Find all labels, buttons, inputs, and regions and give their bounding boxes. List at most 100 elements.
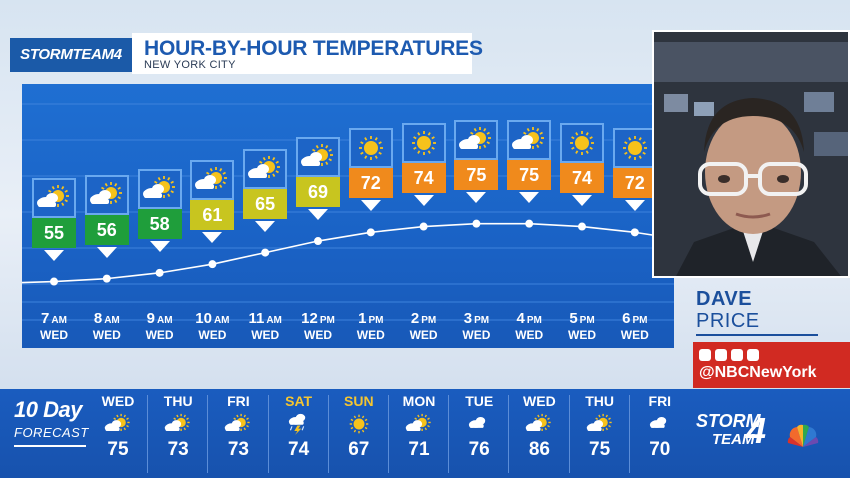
sunny-icon: [622, 136, 647, 161]
forecast-day-temp: 70: [649, 439, 671, 460]
facebook-icon: [747, 348, 759, 361]
forecast-day-temp: 74: [288, 439, 310, 460]
name-divider: [696, 334, 818, 336]
hour-temperature: 72: [348, 168, 393, 199]
temperature-point: [102, 274, 111, 283]
presenter-portrait: [654, 32, 848, 276]
forecast-day-separator: [448, 395, 450, 473]
temperature-point: [472, 219, 481, 228]
hour-temperature: 56: [84, 214, 129, 245]
partly-sunny-icon: [459, 126, 492, 149]
hour-day: WED: [304, 328, 332, 342]
hour-weather-box: [190, 160, 235, 201]
hour-weather-box: [401, 122, 446, 163]
brand-team-text: TEAM: [712, 431, 755, 448]
forecast-day-temp: 76: [468, 439, 490, 460]
hour-time: 5: [569, 310, 578, 327]
hour-ampm: PM: [579, 315, 595, 326]
partly-sunny-icon: [195, 167, 228, 190]
forecast-day-separator: [147, 395, 149, 473]
forecast-day-name: THU: [163, 393, 193, 409]
hour-pointer: [308, 209, 328, 221]
forecast-day-temp: 73: [167, 439, 189, 460]
hour-pointer: [255, 220, 276, 232]
partly-sunny-icon: [301, 144, 333, 167]
hour-temperature: 72: [612, 168, 657, 199]
sunny-icon: [570, 130, 594, 155]
hour-pointer: [96, 246, 117, 258]
partly-sunny-icon: [526, 413, 552, 431]
hour-time: 11: [248, 310, 265, 327]
forecast-day-separator: [267, 395, 269, 473]
hour-ampm: AM: [104, 315, 120, 326]
ten-day-label-underline: [14, 445, 86, 447]
hour-pointer: [624, 200, 645, 212]
hour-time: 6: [622, 310, 631, 327]
social-banner: @NBCNewYork: [693, 342, 850, 388]
cloudy-icon: [469, 417, 486, 428]
social-icons-row: [699, 346, 763, 361]
forecast-day-name: SAT: [285, 393, 313, 409]
hour-ampm: PM: [319, 315, 335, 326]
hour-time: 7: [41, 310, 50, 327]
forecast-day-temp: 75: [107, 439, 129, 460]
hour-day: WED: [251, 328, 280, 342]
hour-ampm: AM: [266, 315, 282, 326]
hour-weather-box: [612, 128, 657, 169]
temperature-point: [261, 248, 270, 257]
hour-temperature: 74: [401, 162, 446, 193]
partly-sunny-icon: [586, 413, 612, 431]
hour-weather-box: [454, 119, 499, 160]
hour-day: WED: [198, 328, 227, 342]
hour-time: 4: [516, 310, 525, 327]
hour-time: 10: [195, 310, 212, 327]
forecast-day-name: THU: [585, 393, 614, 409]
hour-day: WED: [409, 328, 438, 342]
hour-day: WED: [515, 328, 544, 342]
hour-day: WED: [620, 328, 649, 342]
presenter-video-inset: [652, 30, 850, 278]
temperature-point: [50, 277, 58, 286]
hour-time: 2: [410, 310, 420, 327]
ten-day-label-bottom: FORECAST: [14, 425, 89, 440]
presenter-last-name: PRICE: [696, 310, 760, 332]
forecast-day-temp: 73: [227, 439, 249, 460]
brand-number: 4: [746, 410, 767, 451]
hour-time-label: 4 PM: [500, 310, 558, 328]
hour-pointer: [572, 194, 592, 206]
hour-pointer: [360, 200, 381, 212]
ten-day-label-top: 10 Day: [14, 397, 82, 422]
hour-ampm: AM: [156, 315, 173, 326]
cloudy-icon: [649, 417, 667, 428]
forecast-day-separator: [568, 395, 570, 473]
hour-time-label: 8 AM: [78, 310, 136, 328]
hour-time: 1: [358, 310, 367, 327]
hour-ampm: AM: [51, 315, 67, 326]
partly-sunny-icon: [37, 184, 69, 207]
hour-temperature: 58: [137, 208, 182, 239]
page-title: HOUR-BY-HOUR TEMPERATURES: [144, 37, 483, 60]
hour-pointer: [44, 249, 64, 261]
forecast-day-separator: [327, 395, 329, 473]
hour-time-label: 6 PM: [606, 310, 664, 328]
forecast-day-name: FRI: [227, 393, 250, 409]
hour-temperature: 74: [560, 162, 604, 193]
hour-day: WED: [145, 328, 174, 342]
hour-day: WED: [92, 328, 121, 342]
logo-text: STORMTEAM4: [20, 46, 122, 63]
partly-sunny-icon: [248, 155, 281, 178]
hour-time-label: 2 PM: [395, 310, 453, 328]
hour-weather-box: [348, 128, 393, 169]
temperature-point: [525, 219, 534, 228]
hour-time-label: 7 AM: [25, 310, 83, 328]
hour-weather-box: [243, 148, 288, 189]
hour-weather-box: [137, 168, 182, 209]
hour-day: WED: [568, 328, 596, 342]
hour-weather-box: [32, 177, 76, 218]
forecast-day-separator: [388, 395, 389, 473]
forecast-day-name: WED: [523, 393, 556, 409]
partly-sunny-icon: [142, 175, 175, 198]
hour-ampm: PM: [368, 315, 384, 326]
hour-pointer: [466, 191, 487, 203]
